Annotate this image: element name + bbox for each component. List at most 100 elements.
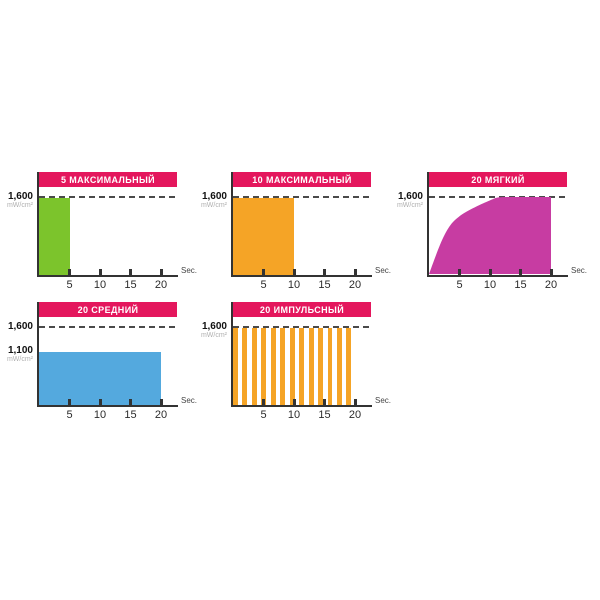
y-axis-value-label: 1,600 <box>7 321 33 332</box>
chart-title-banner: 20 МЯГКИЙ <box>429 172 567 187</box>
x-tick-mark <box>549 269 553 275</box>
chart-title-banner: 20 СРЕДНИЙ <box>39 302 177 317</box>
y-axis-unit-label: mW/cm² <box>200 202 227 209</box>
x-tick-mark <box>129 399 132 405</box>
reference-dashed-line <box>233 196 369 198</box>
chart-title: 5 МАКСИМАЛЬНЫЙ <box>60 175 156 185</box>
pulse-stripe <box>280 328 286 405</box>
chart-5-maximum: 1,600 mW/cm² 5 МАКСИМАЛЬНЫЙ 5 10 15 20 Sec. <box>1 172 201 302</box>
x-tick-mark <box>323 269 326 275</box>
plot-area: 20 ИМПУЛЬСНЫЙ 5 10 15 20 <box>233 302 373 421</box>
x-tick-label: 5 <box>260 409 267 421</box>
pulse-stripes <box>233 302 373 405</box>
x-axis <box>427 275 568 277</box>
x-tick-mark <box>98 269 102 275</box>
x-tick-label: 20 <box>348 279 362 291</box>
pulse-stripe <box>289 328 295 405</box>
intensity-bar <box>233 198 294 275</box>
x-tick-label: 10 <box>483 279 497 291</box>
y-axis <box>427 172 429 277</box>
chart-title-banner: 10 МАКСИМАЛЬНЫЙ <box>233 172 371 187</box>
intensity-curve-path <box>429 197 551 274</box>
x-tick-label: 10 <box>287 279 301 291</box>
x-tick-mark <box>353 399 357 405</box>
x-tick-label: 15 <box>514 279 527 291</box>
x-axis-unit-label: Sec. <box>181 396 198 405</box>
x-tick-label: 5 <box>260 279 267 291</box>
y-axis-value-label: 1,600 <box>201 191 227 202</box>
x-tick-mark <box>353 269 357 275</box>
pulse-stripe <box>242 328 248 405</box>
x-axis <box>37 405 178 407</box>
x-tick-label: 5 <box>66 409 73 421</box>
pulse-stripe <box>270 328 276 405</box>
pulse-stripe <box>327 328 333 405</box>
y-axis-unit-label: mW/cm² <box>396 202 423 209</box>
y-axis <box>37 172 39 277</box>
x-tick-label: 5 <box>66 279 73 291</box>
x-axis <box>231 275 372 277</box>
x-axis-unit-label: Sec. <box>181 266 198 275</box>
intensity-bar <box>39 198 70 275</box>
chart-title: 20 СРЕДНИЙ <box>77 305 139 315</box>
x-tick-label: 10 <box>93 279 107 291</box>
pulse-stripe <box>299 328 305 405</box>
chart-title-banner: 20 ИМПУЛЬСНЫЙ <box>233 302 371 317</box>
y-axis-unit-label: mW/cm² <box>6 356 33 363</box>
y-axis <box>231 302 233 407</box>
x-tick-mark <box>292 399 296 405</box>
x-tick-mark <box>488 269 492 275</box>
y-axis <box>37 302 39 407</box>
x-tick-label: 20 <box>544 279 558 291</box>
intensity-curve <box>429 197 551 274</box>
reference-dashed-line <box>233 326 369 328</box>
x-tick-mark <box>323 399 326 405</box>
x-tick-label: 15 <box>318 279 331 291</box>
pulse-stripe <box>346 328 352 405</box>
y-axis-labels: 1,600 mW/cm² <box>391 172 425 277</box>
y-axis-value-label: 1,600 <box>7 191 33 202</box>
x-tick-mark <box>519 269 522 275</box>
chart-20-pulse: 1,600 mW/cm² 20 ИМПУЛЬСНЫЙ 5 10 15 20 Sec. <box>195 302 395 432</box>
x-tick-label: 5 <box>456 279 463 291</box>
x-tick-mark <box>159 399 163 405</box>
chart-20-soft: 1,600 mW/cm² 20 МЯГКИЙ 5 10 15 20 Sec. <box>391 172 591 302</box>
pulse-stripe <box>308 328 314 405</box>
x-axis-unit-label: Sec. <box>375 396 392 405</box>
x-axis <box>37 275 178 277</box>
y-axis-labels: 1,600 1,100 mW/cm² <box>1 302 35 407</box>
x-tick-label: 15 <box>124 409 137 421</box>
chart-10-maximum: 1,600 mW/cm² 10 МАКСИМАЛЬНЫЙ 5 10 15 20 Sec… <box>195 172 395 302</box>
y-axis-value-label: 1,100 <box>7 345 33 356</box>
x-tick-label: 15 <box>318 409 331 421</box>
reference-dashed-line <box>429 196 565 198</box>
reference-dashed-line <box>39 196 175 198</box>
x-tick-mark <box>292 269 296 275</box>
x-tick-mark <box>98 399 102 405</box>
y-axis-value-label: 1,600 <box>397 191 423 202</box>
reference-dashed-line <box>39 326 175 328</box>
pulse-stripe <box>233 328 238 405</box>
plot-area: 20 СРЕДНИЙ 5 10 15 20 <box>39 302 179 421</box>
x-tick-label: 20 <box>154 279 168 291</box>
y-axis <box>231 172 233 277</box>
pulse-stripe <box>318 328 323 405</box>
x-tick-label: 10 <box>287 409 301 421</box>
y-axis-labels: 1,600 mW/cm² <box>1 172 35 277</box>
x-tick-mark <box>262 269 265 275</box>
x-axis-unit-label: Sec. <box>375 266 392 275</box>
y-axis-labels: 1,600 mW/cm² <box>195 302 229 407</box>
pulse-stripe <box>261 328 267 405</box>
x-tick-mark <box>68 399 71 405</box>
plot-area: 10 МАКСИМАЛЬНЫЙ 5 10 15 20 <box>233 172 373 291</box>
plot-area: 5 МАКСИМАЛЬНЫЙ 5 10 15 20 <box>39 172 179 291</box>
x-axis <box>231 405 372 407</box>
x-axis-unit-label: Sec. <box>571 266 588 275</box>
x-tick-label: 20 <box>348 409 362 421</box>
plot-area: 20 МЯГКИЙ 5 10 15 20 <box>429 172 569 291</box>
x-tick-mark <box>262 399 265 405</box>
chart-title: 20 МЯГКИЙ <box>471 175 525 185</box>
x-tick-label: 10 <box>93 409 107 421</box>
x-tick-mark <box>68 269 71 275</box>
